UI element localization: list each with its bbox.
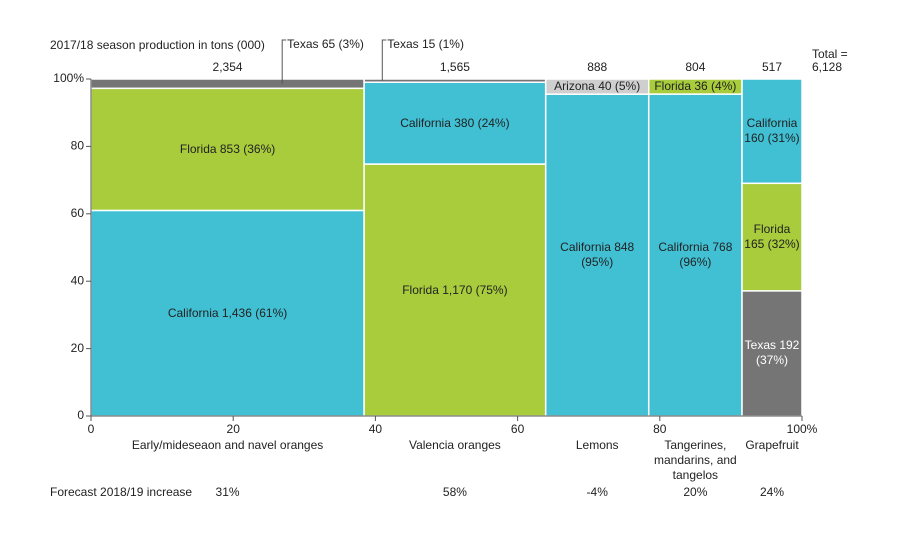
segment-label-box: Arizona 40 (5%) (554, 79, 641, 94)
segment-label-box: California 380 (24%) (400, 115, 510, 130)
callout-line (281, 39, 287, 84)
segment-label-box: Florida 165 (32%) (744, 222, 800, 252)
category-label-box: Lemons (575, 438, 619, 452)
category-label: Tangerines, mandarins, and tangelos (654, 438, 737, 482)
segment-label-box: Florida 853 (36%) (179, 141, 276, 156)
segment (90, 87, 365, 212)
segment-label-box: Texas 192 (37%) (744, 338, 800, 368)
callout-line (381, 39, 387, 81)
y-tick-label: 100% (53, 71, 84, 85)
y-tick-label: 80 (71, 139, 85, 153)
segment-label: California 768 (96%) (658, 240, 733, 270)
segment (90, 78, 365, 90)
segment-label: Florida 853 (36%) (179, 141, 276, 156)
forecast-value: 31% (216, 485, 240, 499)
column-total: 517 (762, 60, 782, 74)
total-caption: Total = (812, 47, 848, 61)
category-label-box: Grapefruit (745, 438, 799, 452)
segment-label: California 1,436 (61%) (167, 305, 288, 320)
segment-label: Florida 1,170 (75%) (402, 282, 508, 297)
segment (741, 78, 803, 185)
segment-label: Florida 165 (32%) (744, 222, 800, 252)
forecast-value: 58% (443, 485, 467, 499)
y-tick-label: 20 (71, 341, 85, 355)
forecast-value: 24% (760, 485, 784, 499)
category-label-box: Early/mideseaon and navel oranges (131, 438, 324, 452)
column-total: 804 (685, 60, 705, 74)
segment (741, 182, 803, 292)
x-tick-label: 0 (88, 422, 95, 436)
x-tick-label: 80 (653, 422, 667, 436)
column-total: 888 (587, 60, 607, 74)
segment-label: California 160 (31%) (744, 116, 800, 146)
forecast-caption: Forecast 2018/19 increase (50, 485, 192, 499)
header: 2017/18 season production in tons (000) (50, 38, 265, 52)
segment-label-box: California 848 (95%) (560, 240, 635, 270)
x-tick-label: 100% (787, 422, 818, 436)
segment-label-box: California 160 (31%) (744, 116, 800, 146)
forecast-value: 20% (683, 485, 707, 499)
forecast-value: -4% (587, 485, 609, 499)
y-tick-label: 40 (71, 273, 85, 287)
segment-label-box: Florida 36 (4%) (654, 79, 737, 94)
segment-label: California 380 (24%) (400, 115, 510, 130)
segment-label-box: California 1,436 (61%) (167, 305, 288, 320)
segment-label: Texas 15 (1%) (387, 37, 464, 51)
segment-label-box: Florida 1,170 (75%) (402, 282, 508, 297)
category-label: Lemons (575, 438, 619, 452)
y-tick-label: 60 (71, 206, 85, 220)
x-tick-label: 40 (369, 422, 383, 436)
segment-label: Texas 192 (37%) (744, 338, 800, 368)
category-label: Grapefruit (745, 438, 799, 452)
category-label-box: Tangerines, mandarins, and tangelos (654, 438, 737, 482)
category-label: Early/mideseaon and navel oranges (131, 438, 324, 452)
column-total: 2,354 (213, 60, 243, 74)
category-label: Valencia oranges (408, 438, 501, 452)
x-tick-label: 60 (511, 422, 525, 436)
segment-label: Texas 65 (3%) (287, 37, 364, 51)
y-tick-label: 0 (77, 408, 84, 422)
segment-label: Florida 36 (4%) (654, 79, 737, 94)
category-label-box: Valencia oranges (408, 438, 501, 452)
segment-label-box: California 768 (96%) (658, 240, 733, 270)
segment-label: California 848 (95%) (560, 240, 635, 270)
x-tick-label: 20 (227, 422, 241, 436)
grand-total: 6,128 (812, 60, 842, 74)
column-total: 1,565 (440, 60, 470, 74)
segment-label: Arizona 40 (5%) (554, 79, 641, 94)
segment (363, 78, 547, 83)
